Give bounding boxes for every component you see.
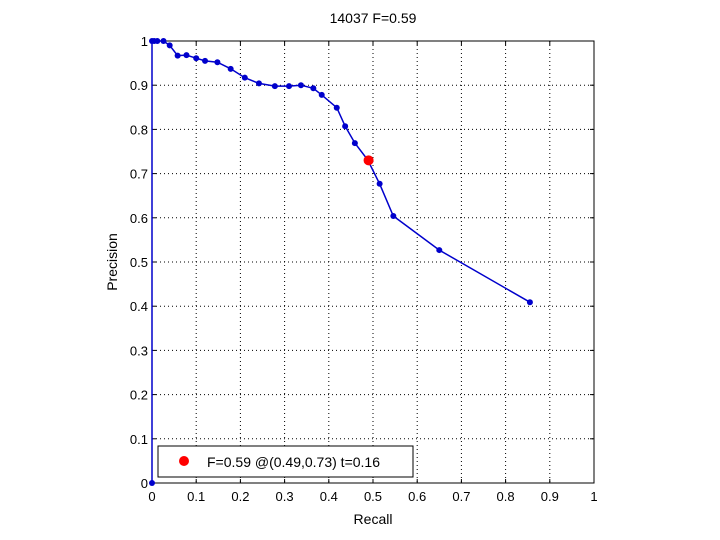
chart-title: 14037 F=0.59 — [330, 10, 417, 26]
x-axis-tick-labels: 0 0.1 0.2 0.3 0.4 0.5 0.6 0.7 0.8 0.9 1 — [148, 489, 597, 504]
data-point — [351, 140, 358, 147]
data-point — [310, 85, 317, 92]
data-point — [166, 42, 173, 49]
data-point — [318, 91, 325, 98]
data-point — [149, 480, 155, 486]
y-tick-label: 0.6 — [130, 211, 148, 226]
data-point — [297, 82, 304, 89]
x-tick-label: 0.5 — [364, 489, 382, 504]
x-tick-label: 0 — [148, 489, 155, 504]
y-axis-label: Precision — [104, 233, 120, 291]
data-point — [376, 180, 383, 187]
data-point — [271, 83, 278, 90]
data-point — [436, 247, 443, 254]
y-tick-label: 0.1 — [130, 432, 148, 447]
y-axis-tick-labels: 0 0.1 0.2 0.3 0.4 0.5 0.6 0.7 0.8 0.9 1 — [130, 34, 148, 491]
x-tick-label: 0.3 — [276, 489, 294, 504]
y-tick-label: 0 — [141, 476, 148, 491]
data-point — [227, 65, 234, 72]
y-tick-label: 0.2 — [130, 388, 148, 403]
x-tick-label: 0.4 — [320, 489, 338, 504]
y-tick-label: 0.9 — [130, 78, 148, 93]
data-point — [526, 299, 533, 306]
x-tick-label: 0.9 — [541, 489, 559, 504]
data-point — [286, 83, 293, 90]
grid — [152, 41, 594, 483]
best-f-point — [363, 155, 374, 166]
data-point — [160, 38, 167, 44]
y-tick-label: 0.5 — [130, 255, 148, 270]
data-point — [342, 123, 349, 130]
legend-box — [157, 445, 414, 478]
y-tick-label: 0.4 — [130, 299, 148, 314]
data-point — [390, 213, 397, 220]
data-point — [255, 80, 262, 87]
data-point — [174, 52, 181, 59]
series-layer — [149, 38, 533, 486]
data-point — [333, 104, 340, 111]
data-point — [241, 74, 248, 81]
data-point — [214, 59, 221, 66]
x-tick-label: 0.6 — [408, 489, 426, 504]
x-tick-label: 0.8 — [497, 489, 515, 504]
data-point — [154, 38, 161, 44]
y-tick-label: 1 — [141, 34, 148, 49]
y-tick-label: 0.7 — [130, 167, 148, 182]
y-tick-label: 0.8 — [130, 122, 148, 137]
x-tick-label: 0.1 — [187, 489, 205, 504]
x-tick-label: 1 — [590, 489, 597, 504]
x-axis-label: Recall — [354, 511, 393, 527]
legend: F=0.59 @(0.49,0.73) t=0.16 — [157, 445, 414, 478]
x-tick-label: 0.7 — [452, 489, 470, 504]
data-point — [183, 52, 190, 59]
legend-marker — [179, 456, 189, 466]
data-point — [193, 55, 200, 62]
x-tick-label: 0.2 — [231, 489, 249, 504]
data-point — [202, 57, 209, 64]
legend-entry-label: F=0.59 @(0.49,0.73) t=0.16 — [207, 454, 380, 470]
y-tick-label: 0.3 — [130, 343, 148, 358]
